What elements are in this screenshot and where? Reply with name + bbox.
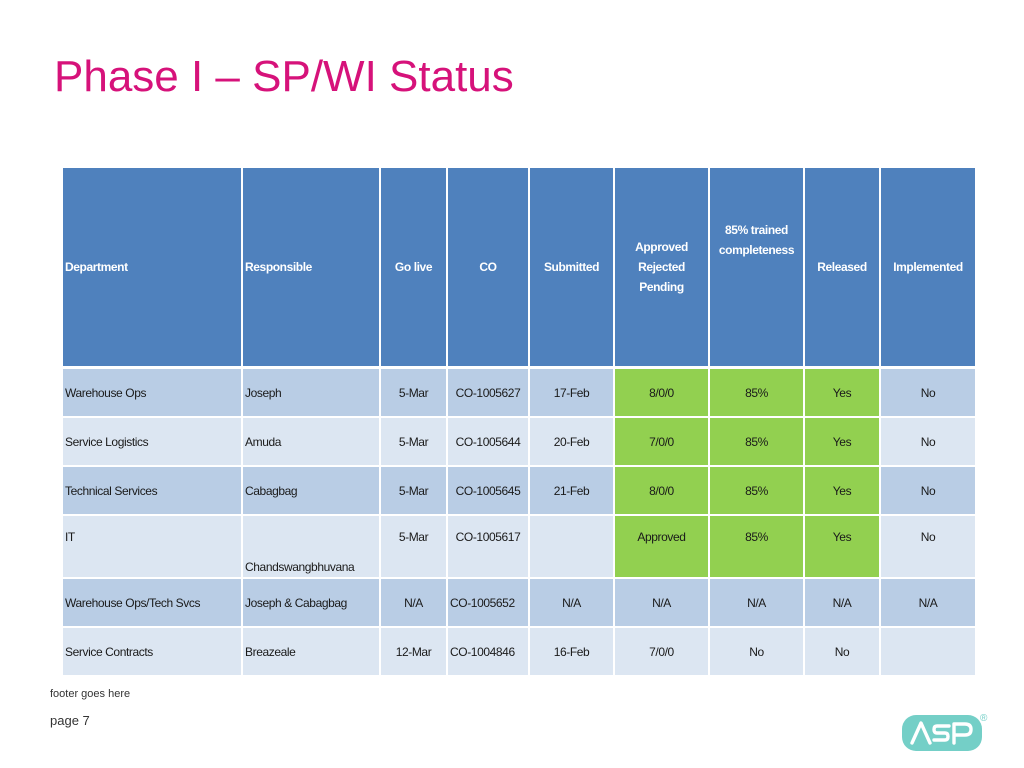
cell-responsible: Joseph & Cabagbag — [241, 578, 380, 628]
header-approved-rejected-pending: Approved Rejected Pending — [613, 168, 709, 369]
cell-approved: Approved — [613, 515, 709, 579]
cell-department: Service Logistics — [63, 417, 242, 467]
table-header-row: Department Responsible Go live CO Submit… — [63, 168, 975, 369]
registered-mark: ® — [980, 713, 988, 724]
header-golive: Go live — [379, 168, 447, 369]
cell-approved: 7/0/0 — [613, 417, 709, 467]
table-row: Warehouse Ops/Tech Svcs Joseph & Cabagba… — [63, 578, 975, 628]
slide-title: Phase I – SP/WI Status — [54, 52, 514, 101]
cell-golive: 12-Mar — [379, 627, 447, 677]
table-row: Service Logistics Amuda 5-Mar CO-1005644… — [63, 417, 975, 467]
footer-text: footer goes here — [50, 688, 131, 700]
cell-implemented: No — [879, 515, 975, 579]
cell-responsible: Amuda — [241, 417, 380, 467]
cell-co: CO-1004846 — [446, 627, 529, 677]
table-row: IT Chandswangbhuvana 5-Mar CO-1005617 Ap… — [63, 515, 975, 579]
table-row: Service Contracts Breazeale 12-Mar CO-10… — [63, 627, 975, 677]
cell-trained: N/A — [708, 578, 804, 628]
cell-responsible: Cabagbag — [241, 466, 380, 516]
cell-implemented: N/A — [879, 578, 975, 628]
header-co: CO — [446, 168, 529, 369]
header-rejected-line: Rejected — [638, 260, 685, 274]
cell-released: Yes — [803, 367, 880, 418]
header-responsible: Responsible — [241, 168, 380, 369]
cell-trained: 85% — [708, 367, 804, 418]
cell-co: CO-1005617 — [446, 515, 529, 579]
cell-released: Yes — [803, 515, 880, 579]
cell-co: CO-1005644 — [446, 417, 529, 467]
header-approved-line: Approved — [635, 240, 688, 254]
cell-submitted: 17-Feb — [528, 367, 614, 418]
cell-implemented: No — [879, 466, 975, 516]
cell-trained: No — [708, 627, 804, 677]
cell-golive: 5-Mar — [379, 417, 447, 467]
header-implemented: Implemented — [879, 168, 975, 369]
cell-trained: 85% — [708, 466, 804, 516]
header-trained: 85% trained completeness — [708, 168, 804, 369]
table-row: Technical Services Cabagbag 5-Mar CO-100… — [63, 466, 975, 516]
cell-released: Yes — [803, 466, 880, 516]
header-trained-line1: 85% trained — [725, 223, 788, 237]
header-trained-line2: completeness — [718, 243, 795, 257]
cell-co: CO-1005645 — [446, 466, 529, 516]
cell-co: CO-1005627 — [446, 367, 529, 418]
cell-golive: 5-Mar — [379, 466, 447, 516]
cell-implemented — [879, 627, 975, 677]
page-number: page 7 — [50, 713, 90, 728]
cell-submitted: 20-Feb — [528, 417, 614, 467]
header-released: Released — [803, 168, 880, 369]
cell-department: IT — [63, 515, 242, 579]
asp-logo — [902, 715, 982, 751]
cell-submitted: 21-Feb — [528, 466, 614, 516]
cell-implemented: No — [879, 417, 975, 467]
cell-responsible: Breazeale — [241, 627, 380, 677]
cell-department: Service Contracts — [63, 627, 242, 677]
cell-co: CO-1005652 — [446, 578, 529, 628]
cell-approved: 8/0/0 — [613, 466, 709, 516]
cell-responsible: Chandswangbhuvana — [241, 515, 380, 579]
cell-department: Warehouse Ops/Tech Svcs — [63, 578, 242, 628]
cell-golive: 5-Mar — [379, 367, 447, 418]
cell-implemented: No — [879, 367, 975, 418]
cell-submitted — [528, 515, 614, 579]
cell-released: Yes — [803, 417, 880, 467]
cell-submitted: 16-Feb — [528, 627, 614, 677]
cell-approved: 8/0/0 — [613, 367, 709, 418]
header-pending-line: Pending — [639, 280, 684, 294]
cell-department: Warehouse Ops — [63, 367, 242, 418]
cell-golive: 5-Mar — [379, 515, 447, 579]
cell-released: No — [803, 627, 880, 677]
cell-approved: N/A — [613, 578, 709, 628]
asp-logo-icon — [910, 721, 973, 745]
cell-responsible: Joseph — [241, 367, 380, 418]
cell-released: N/A — [803, 578, 880, 628]
cell-submitted: N/A — [528, 578, 614, 628]
cell-trained: 85% — [708, 417, 804, 467]
header-department: Department — [63, 168, 242, 369]
cell-department: Technical Services — [63, 466, 242, 516]
cell-trained: 85% — [708, 515, 804, 579]
cell-golive: N/A — [379, 578, 447, 628]
status-table: Department Responsible Go live CO Submit… — [63, 168, 975, 677]
cell-approved: 7/0/0 — [613, 627, 709, 677]
table-row: Warehouse Ops Joseph 5-Mar CO-1005627 17… — [63, 367, 975, 418]
header-submitted: Submitted — [528, 168, 614, 369]
